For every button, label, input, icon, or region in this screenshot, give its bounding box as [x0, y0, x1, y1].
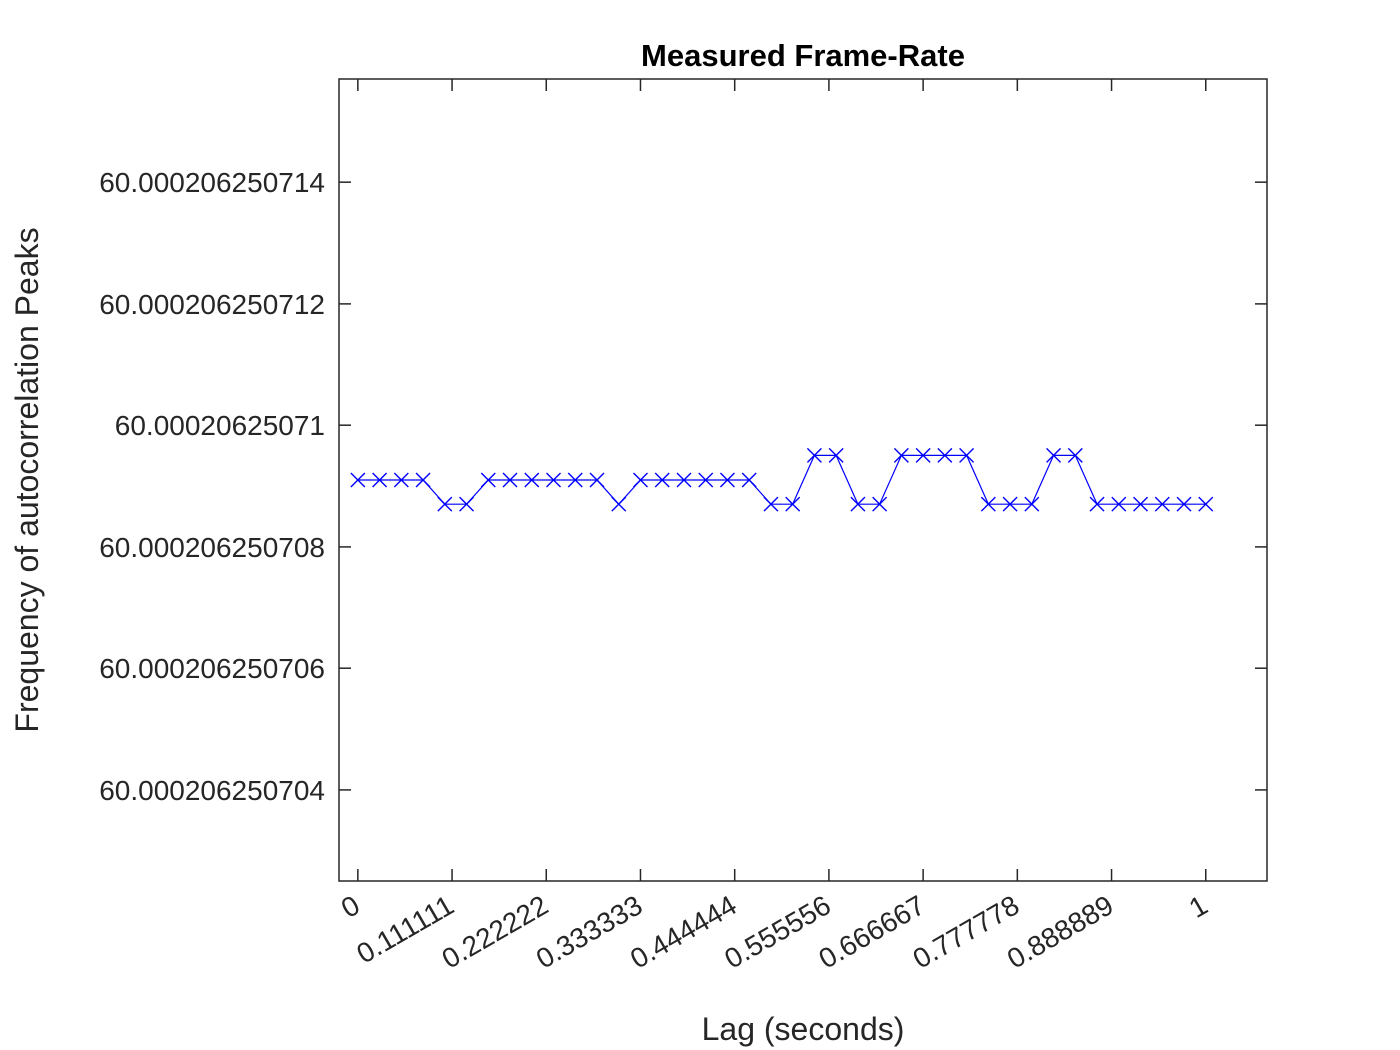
data-point-marker	[806, 447, 822, 463]
data-point-marker	[654, 472, 670, 488]
data-point-marker	[524, 472, 540, 488]
data-point-marker	[850, 496, 866, 512]
data-point-marker	[872, 496, 888, 512]
data-point-marker	[980, 496, 996, 512]
y-tick-label: 60.000206250708	[99, 532, 325, 563]
axes-box	[338, 78, 1268, 882]
data-point-marker	[546, 472, 562, 488]
data-point-marker	[893, 447, 909, 463]
data-point-marker	[828, 447, 844, 463]
y-tick-label: 60.000206250706	[99, 653, 325, 684]
data-point-marker	[1176, 496, 1192, 512]
data-point-marker	[1198, 496, 1214, 512]
data-point-marker	[1046, 447, 1062, 463]
data-point-marker	[611, 496, 627, 512]
data-point-marker	[393, 472, 409, 488]
y-axis-label: Frequency of autocorrelation Peaks	[9, 227, 45, 732]
data-point-marker	[1111, 496, 1127, 512]
data-point-marker	[632, 472, 648, 488]
data-point-marker	[567, 472, 583, 488]
chart-title: Measured Frame-Rate	[641, 38, 965, 73]
data-point-marker	[1133, 496, 1149, 512]
y-tick-label: 60.00020625071	[115, 410, 325, 441]
data-point-marker	[719, 472, 735, 488]
data-point-marker	[502, 472, 518, 488]
data-point-marker	[959, 447, 975, 463]
y-tick-label: 60.000206250704	[99, 775, 325, 806]
data-point-marker	[589, 472, 605, 488]
ticks-layer	[339, 79, 1267, 881]
data-point-marker	[1154, 496, 1170, 512]
series-line	[357, 454, 1206, 506]
data-point-marker	[763, 496, 779, 512]
data-point-marker	[785, 496, 801, 512]
data-point-marker	[915, 447, 931, 463]
y-tick-label: 60.000206250714	[99, 167, 325, 198]
data-point-marker	[480, 472, 496, 488]
data-point-marker	[698, 472, 714, 488]
data-point-marker	[741, 472, 757, 488]
data-point-marker	[415, 472, 431, 488]
series-layer	[350, 447, 1214, 512]
data-point-marker	[1067, 447, 1083, 463]
data-point-marker	[1002, 496, 1018, 512]
data-point-marker	[1024, 496, 1040, 512]
data-point-marker	[676, 472, 692, 488]
data-point-marker	[459, 496, 475, 512]
y-tick-label: 60.000206250712	[99, 289, 325, 320]
data-point-marker	[1089, 496, 1105, 512]
data-point-marker	[937, 447, 953, 463]
data-point-marker	[350, 472, 366, 488]
data-point-marker	[437, 496, 453, 512]
data-point-marker	[372, 472, 388, 488]
x-axis-label: Lag (seconds)	[702, 1011, 905, 1047]
